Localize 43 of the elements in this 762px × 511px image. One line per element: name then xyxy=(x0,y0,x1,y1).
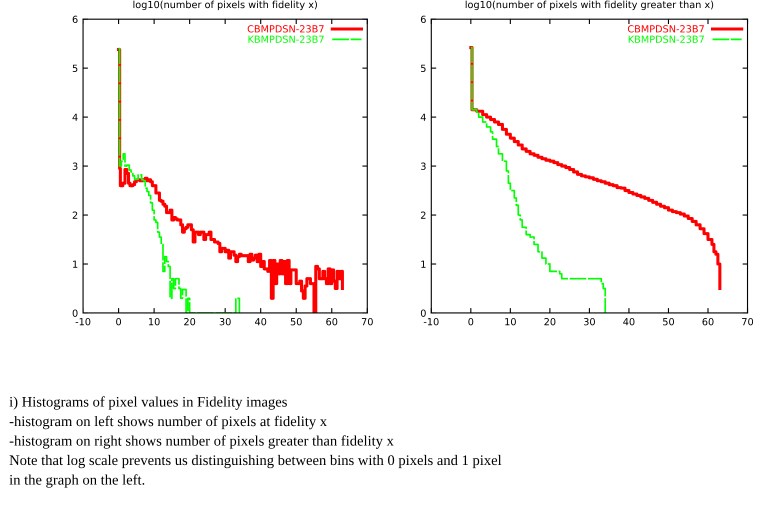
text: in the graph on the left. xyxy=(9,474,144,488)
x-tick-label: 20 xyxy=(544,318,556,326)
legend-label: KBMPDSN-23B7 xyxy=(628,36,704,43)
y-tick-label: 5 xyxy=(420,64,426,72)
y-tick-label: 6 xyxy=(72,16,78,23)
x-tick-label: 50 xyxy=(663,318,674,326)
x-tick-label: -10 xyxy=(76,318,90,326)
legend-label: KBMPDSN-23B7 xyxy=(248,36,324,43)
text: -histogram on left shows number of pixels at fidelity x xyxy=(10,416,327,430)
x-tick-label: 70 xyxy=(362,318,373,326)
y-tick-label: 1 xyxy=(73,260,78,268)
y-tick-label: 2 xyxy=(72,212,78,219)
legend-label: CBMPDSN-23B7 xyxy=(248,25,324,33)
y-tick-label: 3 xyxy=(420,162,426,170)
chart-title: log10(number of pixels with fidelity x) xyxy=(133,0,317,10)
y-tick-label: 6 xyxy=(420,16,426,23)
x-tick-label: 60 xyxy=(702,318,714,326)
y-tick-label: 0 xyxy=(72,309,78,317)
x-tick-label: 0 xyxy=(468,318,474,326)
text: -histogram on right shows number of pixels greater than fidelity x xyxy=(10,435,394,449)
x-tick-label: 20 xyxy=(184,318,196,326)
chart-title: log10(number of pixels with fidelity greater than x) xyxy=(466,0,714,10)
text: i) Histograms of pixel values in Fidelity images xyxy=(9,396,287,410)
y-tick-label: 2 xyxy=(420,212,426,219)
x-tick-label: 50 xyxy=(290,318,302,326)
y-tick-label: 3 xyxy=(72,162,78,170)
x-tick-label: 10 xyxy=(505,318,516,326)
x-tick-label: 70 xyxy=(742,318,754,326)
y-tick-label: 5 xyxy=(72,64,78,72)
x-tick-label: 0 xyxy=(116,318,122,326)
text: Note that log scale prevents us distinguishing between bins with 0 pixels and 1 pixel xyxy=(10,454,502,468)
y-tick-label: 4 xyxy=(420,114,426,121)
x-tick-label: 60 xyxy=(326,318,338,326)
x-tick-label: 40 xyxy=(623,318,634,326)
y-tick-label: 4 xyxy=(72,114,78,121)
x-tick-label: 30 xyxy=(584,318,595,326)
x-tick-label: 40 xyxy=(254,318,266,326)
y-tick-label: 0 xyxy=(420,309,426,317)
legend-label: CBMPDSN-23B7 xyxy=(628,25,704,33)
x-tick-label: 30 xyxy=(220,318,231,326)
x-tick-label: -10 xyxy=(424,318,439,326)
x-tick-label: 10 xyxy=(148,318,160,326)
y-tick-label: 1 xyxy=(421,260,426,268)
